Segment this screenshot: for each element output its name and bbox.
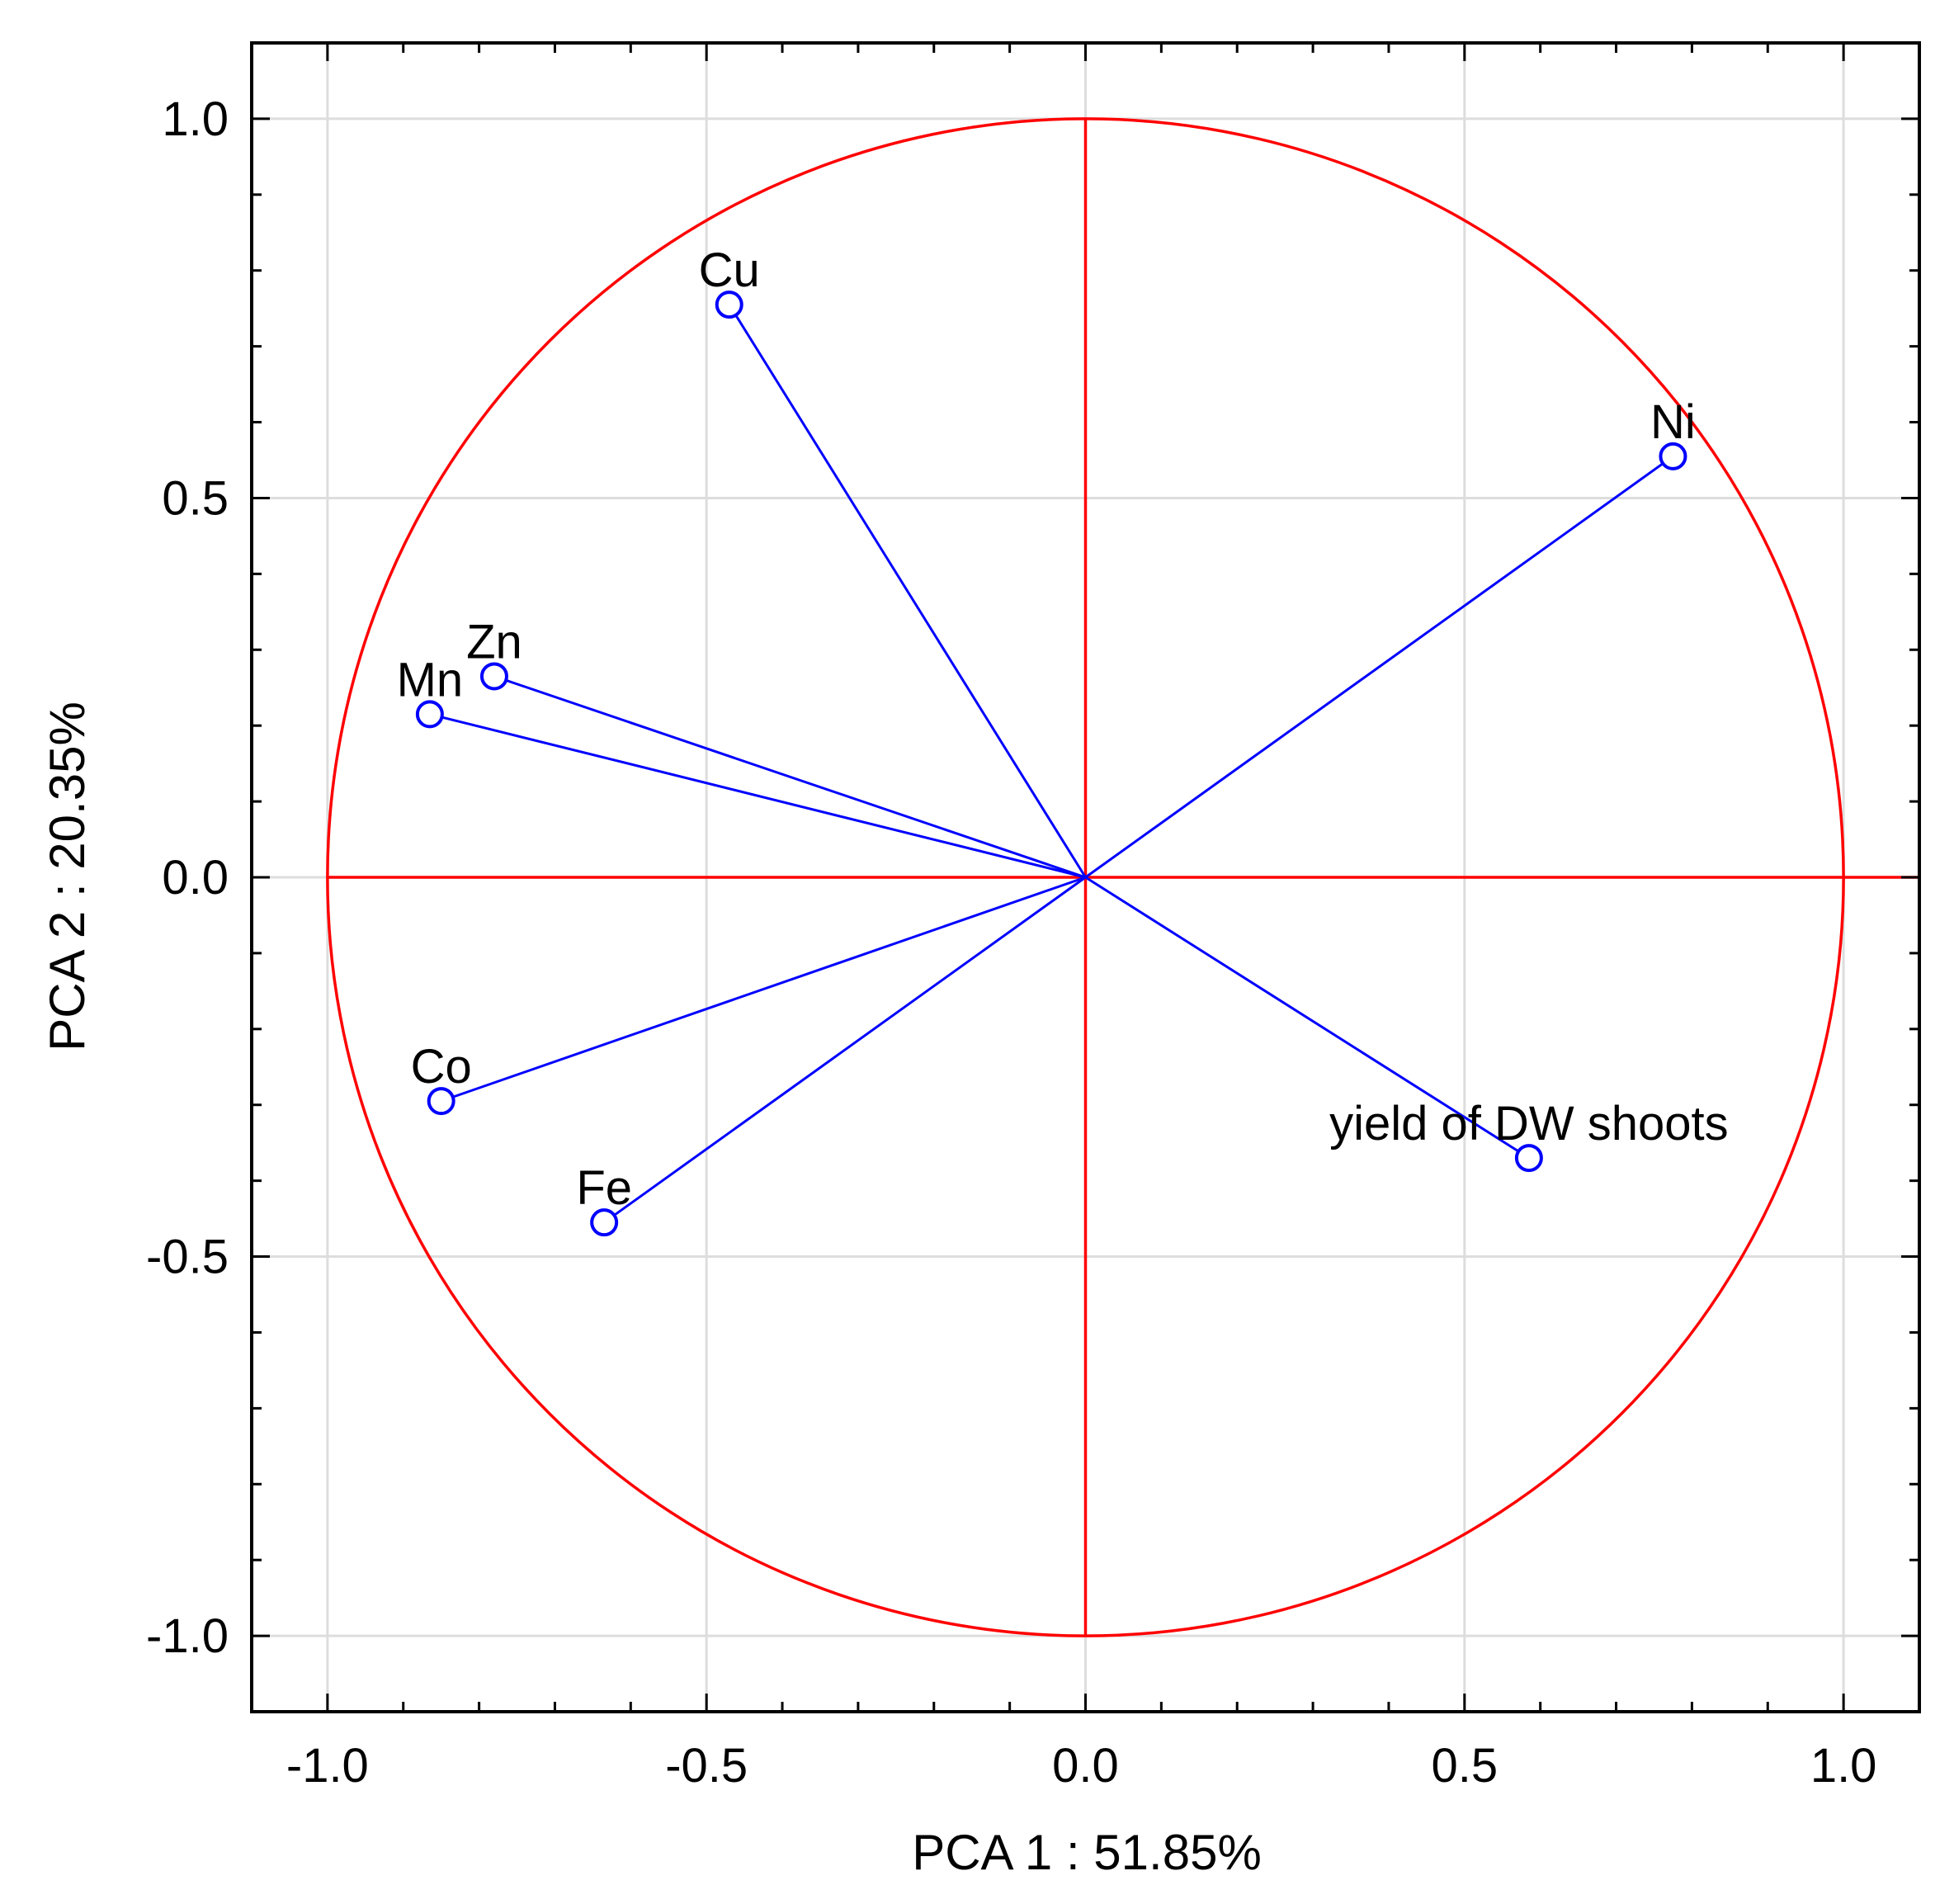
vector-cu [728, 304, 1087, 878]
point-marker-ni [1659, 442, 1687, 470]
y-tick-label: 1.0 [162, 92, 229, 146]
y-tick-label: 0.5 [162, 471, 229, 525]
point-marker-zn [479, 662, 508, 691]
point-label-ni: Ni [1650, 395, 1696, 449]
vector-zn [493, 675, 1086, 879]
circle-layer [326, 117, 1919, 1637]
x-tick-label: -0.5 [665, 1739, 748, 1793]
y-tick-label: -1.0 [146, 1609, 229, 1663]
point-marker-co [427, 1087, 455, 1116]
point-label-yield-of-dw-shoots: yield of DW shoots [1329, 1097, 1729, 1150]
point-label-mn: Mn [397, 653, 464, 706]
point-label-zn: Zn [466, 615, 522, 669]
x-tick-label: 0.0 [1052, 1739, 1119, 1793]
vector-yield-of-dw-shoots [1084, 876, 1530, 1160]
x-tick-label: 1.0 [1810, 1739, 1877, 1793]
vector-layer [415, 291, 1687, 1237]
x-axis-title: PCA 1 : 51.85% [912, 1825, 1262, 1880]
x-tick-label: -1.0 [286, 1739, 369, 1793]
point-label-fe: Fe [576, 1161, 632, 1215]
vector-ni [1084, 455, 1674, 879]
point-label-co: Co [411, 1040, 472, 1094]
point-label-cu: Cu [699, 243, 760, 297]
y-axis-title: PCA 2 : 20.35% [40, 702, 95, 1051]
x-tick-label: 0.5 [1431, 1739, 1498, 1793]
frame-layer: -1.0 -0.5 0.0 0.5 1.0 -1.0 -0.5 0.0 0.5 1.0 [146, 41, 1921, 1793]
point-marker-mn [415, 700, 444, 729]
vector-fe [603, 876, 1087, 1224]
point-marker-cu [715, 291, 743, 319]
y-tick-label: 0.0 [162, 851, 229, 905]
point-marker-yield-of-dw-shoots [1514, 1144, 1543, 1173]
point-marker-fe [590, 1208, 619, 1237]
y-tick-label: -0.5 [146, 1231, 229, 1284]
vector-mn [429, 712, 1086, 879]
vector-co [441, 876, 1086, 1103]
